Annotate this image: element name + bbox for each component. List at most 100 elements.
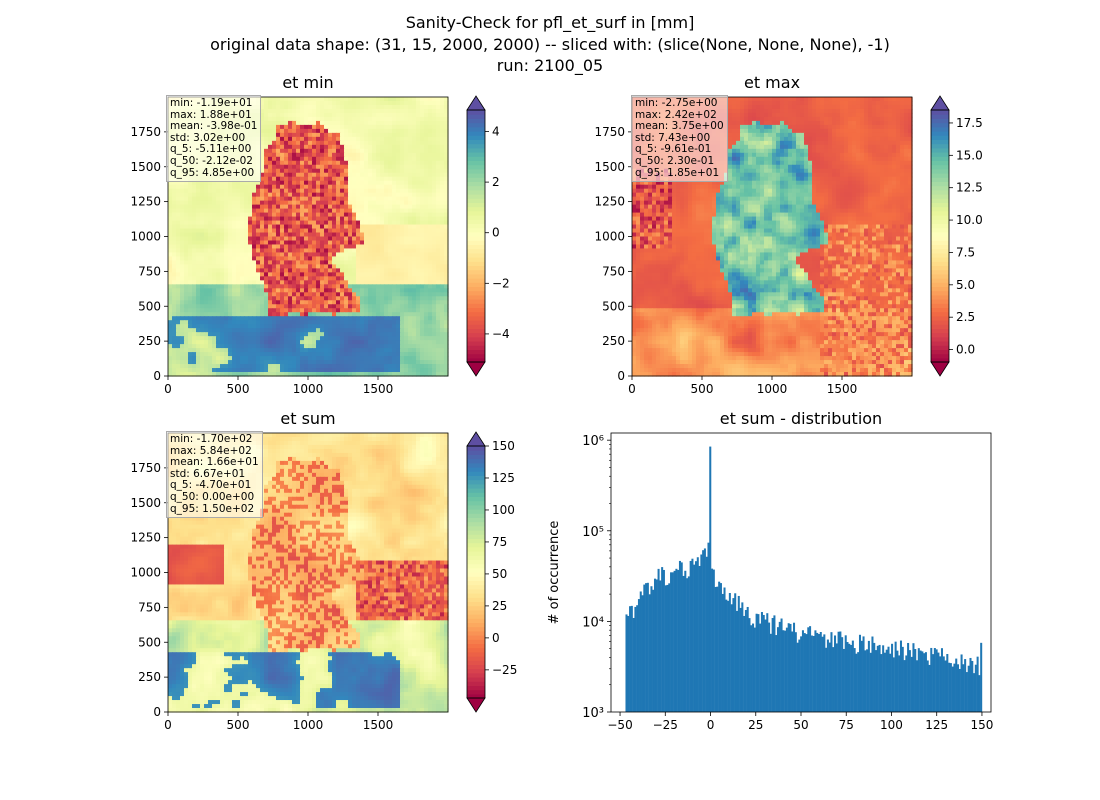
histogram-bar (805, 634, 808, 712)
histogram-bar (768, 622, 771, 712)
histogram-bar (684, 570, 687, 712)
histogram-bar (914, 649, 917, 712)
histogram-bar (668, 583, 671, 712)
histogram-bar (891, 643, 894, 712)
x-tick-label: 50 (793, 718, 808, 732)
x-tick-label: 150 (970, 718, 993, 732)
histogram-bar (757, 614, 760, 712)
histogram-bar (932, 654, 935, 712)
y-tick-label: 10³ (582, 706, 604, 721)
histogram-bar (700, 554, 703, 712)
histogram-bar (848, 643, 851, 712)
stat-line: q_50: -2.12e-02 (170, 154, 253, 167)
colorbar-frame (930, 109, 950, 363)
histogram-bar (828, 642, 831, 712)
histogram-bar (718, 581, 721, 712)
histogram-bar (935, 649, 938, 712)
histogram-bar (807, 627, 810, 712)
histogram-bar (867, 640, 870, 712)
histogram-panel: et sum - distribution −50 −25 0 25 50 75 100 125… (547, 409, 993, 732)
histogram-bar (971, 660, 974, 712)
histogram-bar (832, 647, 835, 712)
histogram-bar (655, 579, 658, 712)
histogram-bar (837, 631, 840, 712)
histogram-bar (789, 623, 792, 712)
stat-line: q_95: 4.85e+00 (170, 166, 255, 179)
histogram-bar (839, 631, 842, 712)
histogram-bar (659, 580, 662, 712)
histogram-bar (846, 642, 849, 712)
stat-line: q_50: 0.00e+00 (170, 490, 255, 503)
histogram-bar (686, 578, 689, 712)
histogram-bar (707, 542, 710, 712)
histogram-bar (709, 446, 712, 712)
histogram-bar (776, 627, 780, 712)
histogram-bar (769, 633, 772, 712)
histogram-bar (903, 660, 906, 712)
colorbar-tick-label: 2 (492, 175, 500, 189)
histogram-bar (830, 632, 833, 712)
histogram-bar (680, 562, 683, 712)
histogram-bar (883, 652, 886, 712)
figure-title-line-1: Sanity-Check for pfl_et_surf in [mm] (405, 13, 695, 32)
histogram-bar (721, 593, 724, 712)
colorbar-tick-label: 7.5 (956, 245, 975, 259)
histogram-bar (730, 604, 733, 712)
histogram-bar (930, 647, 933, 712)
histogram-bar (912, 643, 915, 712)
colorbar-frame (466, 109, 486, 363)
histogram-bar (750, 625, 753, 712)
histogram-bar (782, 630, 785, 712)
histogram-bar (641, 595, 644, 712)
histogram-bar (812, 635, 815, 712)
histogram-bar (728, 593, 731, 712)
histogram-bar (933, 648, 936, 712)
y-tick-label: 500 (138, 635, 161, 649)
histogram-bar (969, 657, 972, 712)
histogram-bar (664, 585, 667, 712)
stat-line: q_5: -5.11e+00 (170, 143, 252, 156)
x-tick-label: 0 (164, 382, 172, 396)
histogram-bar (630, 605, 633, 712)
y-tick-label: 1000 (594, 230, 625, 244)
histogram-bar (785, 627, 788, 712)
histogram-bar (696, 557, 699, 712)
histogram-bar (923, 653, 926, 712)
histogram-bar (860, 640, 863, 712)
histogram-bar (784, 630, 787, 712)
y-tick-label: 1250 (130, 195, 161, 209)
x-tick-label: 500 (227, 718, 250, 732)
stat-line: max: 5.84e+02 (170, 444, 252, 457)
histogram-bar (698, 565, 701, 712)
x-tick-label: 500 (691, 382, 714, 396)
histogram-bar (894, 641, 897, 712)
histogram-bar (762, 614, 765, 712)
histogram-bar (629, 606, 632, 712)
histogram-bar (760, 612, 763, 712)
histogram-bar (803, 633, 806, 712)
histogram-bar (869, 652, 872, 712)
histogram-bar (841, 637, 844, 712)
colorbar-tick-label: −25 (492, 663, 517, 677)
y-tick-label: 1500 (130, 496, 161, 510)
colorbar-tick-label: 25 (492, 599, 507, 613)
y-tick-label: 1250 (130, 531, 161, 545)
histogram-bar (857, 652, 860, 712)
histogram-bar (650, 586, 653, 712)
histogram-bar (637, 599, 640, 712)
histogram-bar (734, 593, 737, 712)
histogram-bar (892, 657, 895, 712)
panel-title: et min (282, 73, 333, 92)
histogram-bar (817, 634, 820, 712)
histogram-bar (907, 642, 910, 712)
stats-box-et-max: min: -2.75e+00 max: 2.42e+02 mean: 3.75e… (631, 95, 728, 183)
histogram-bar (645, 583, 648, 712)
histogram-bar (780, 618, 783, 712)
histogram-bar (853, 648, 856, 712)
y-tick-label: 250 (138, 334, 161, 348)
histogram-bar (677, 569, 680, 712)
histogram-bar (826, 639, 829, 712)
histogram-bar (625, 614, 628, 712)
histogram-bar (739, 607, 742, 712)
